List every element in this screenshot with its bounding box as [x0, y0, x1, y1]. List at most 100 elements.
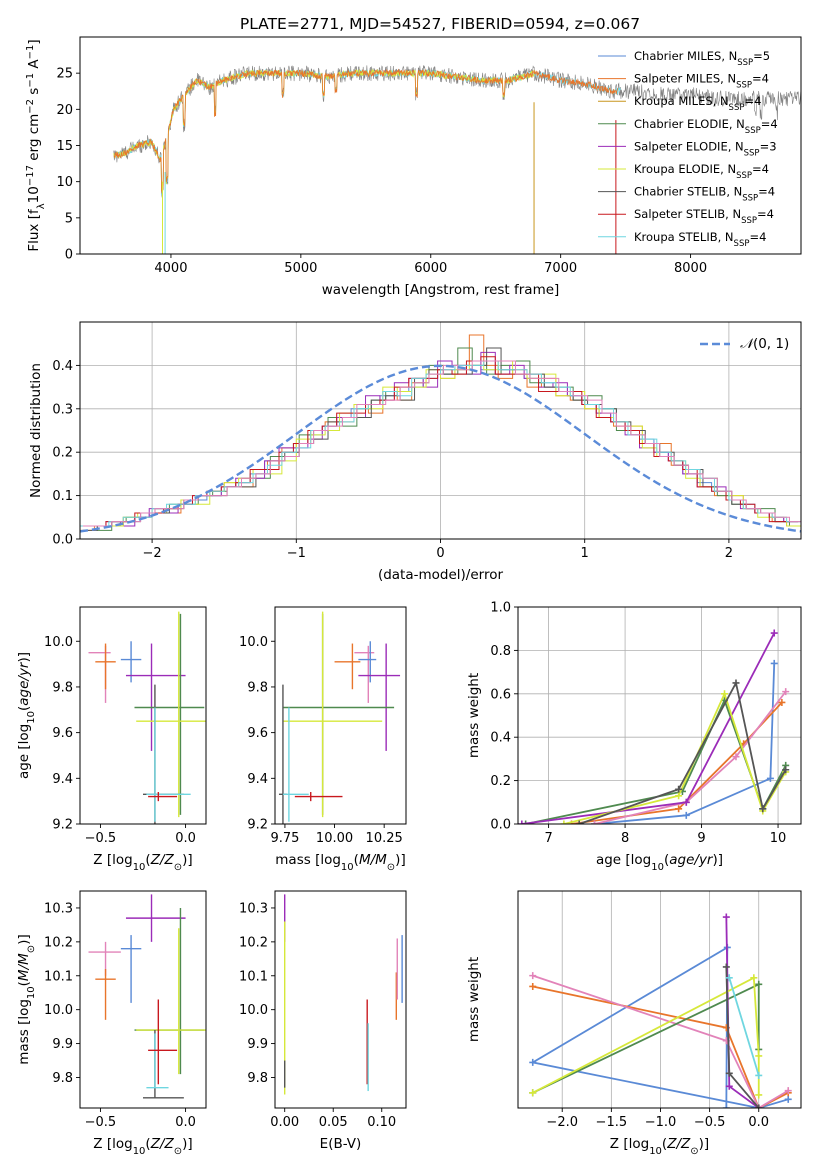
label-part: (	[145, 852, 150, 868]
label-part: )]	[699, 1136, 710, 1152]
weight-marker	[755, 1104, 763, 1108]
x-tick-label: 9.75	[270, 831, 299, 846]
weight-marker	[770, 659, 778, 667]
y-tick-label: 10.1	[239, 969, 268, 984]
chart-weight_vs_Z: −2.0 −1.5 −1.0 −0.5 0.0 Z [log10(Z/Z⊙)] mass w…	[466, 890, 802, 1157]
label-part: (	[16, 981, 32, 986]
weight-marker	[675, 792, 683, 800]
y-axis-label: Normed distribution	[28, 363, 44, 498]
plot-area	[284, 894, 403, 1095]
y-tick-label: 9.4	[247, 772, 268, 787]
x-tick-label: 0.0	[175, 1115, 196, 1130]
legend-entry: Salpeter MILES, NSSP=4	[634, 72, 769, 91]
weight-marker	[522, 820, 530, 824]
label-part: 10	[341, 862, 354, 873]
x-axis-label: wavelength [Angstrom, rest frame]	[322, 282, 560, 298]
y-tick-label: 9.6	[52, 726, 73, 741]
legend-name: Chabrier MILES, N	[634, 49, 737, 63]
axes-frame	[79, 890, 207, 1109]
label-part: ]	[26, 39, 42, 44]
label-part: ⊙	[26, 945, 37, 953]
weight-marker	[722, 1104, 730, 1108]
legend-entry: Kroupa ELODIE, NSSP=4	[634, 162, 769, 181]
label-part: )]	[182, 1136, 193, 1152]
label-part: Z/Z	[150, 1136, 175, 1152]
label-part: )]	[182, 852, 193, 868]
y-tick-label: 10.0	[44, 1003, 73, 1018]
chart-residuals: −2 −1 0 1 2 0.0 0.1 0.2 0.3 0.4 (data-model)/error…	[28, 321, 802, 583]
weight-marker	[770, 629, 778, 637]
label-part: Z [log	[610, 1136, 649, 1152]
label-part: −1	[25, 45, 36, 60]
weight-marker	[518, 820, 526, 824]
label-part: s	[26, 88, 42, 99]
label-part: ⊙	[174, 862, 182, 873]
x-axis-label: Z [log10(Z/Z⊙)]	[610, 1136, 709, 1157]
x-tick-label: 0.0	[175, 831, 196, 846]
plot-area	[113, 65, 801, 254]
legend-name: Kroupa MILES, N	[634, 94, 729, 108]
x-tick-label: 10.00	[316, 831, 353, 846]
y-axis-label: Flux [fλ10−17 erg cm−2 s−1 A−1]	[25, 39, 47, 251]
label-part: (	[16, 706, 32, 711]
y-tick-label: 10.0	[44, 635, 73, 650]
label-part: 10	[133, 862, 146, 873]
x-tick-label: 10.25	[366, 831, 403, 846]
legend-name: Salpeter STELIB, N	[634, 207, 741, 221]
x-tick-label: 8000	[674, 261, 707, 276]
weight-marker	[732, 753, 740, 761]
legend-sub: SSP	[729, 103, 745, 113]
chart-mass_vs_ebv: 0.00 0.05 0.10 9.8 9.9 10.0 10.1 10.2 10.3 E(B-V)	[239, 890, 407, 1152]
chart-age_vs_Z: −0.5 0.09.29.49.69.810.0Z [log10(Z/Z⊙)]ag…	[16, 606, 207, 873]
label-part: Z [log	[93, 1136, 132, 1152]
x-tick-label: 5000	[284, 261, 317, 276]
histogram-series	[82, 347, 801, 531]
x-tick-label: 7000	[544, 261, 577, 276]
label-part: E(B-V)	[320, 1136, 362, 1152]
y-tick-label: 0.3	[52, 402, 73, 417]
legend-sub: SSP	[741, 216, 757, 226]
y-tick-label: 9.9	[247, 1037, 268, 1052]
x-tick-label: 7	[544, 831, 552, 846]
label-part: Z/Z	[666, 1136, 691, 1152]
weight-marker	[782, 766, 790, 774]
legend-entry: Kroupa MILES, NSSP=4	[634, 94, 761, 113]
weight-marker	[759, 805, 767, 813]
y-tick-label: 9.2	[52, 818, 73, 833]
legend-args: (0, 1)	[753, 336, 789, 352]
label-part: ⊙	[174, 1146, 182, 1157]
legend-n: =5	[753, 49, 770, 63]
y-tick-label: 0.0	[52, 533, 73, 548]
weight-marker	[732, 679, 740, 687]
label-part: (	[354, 852, 359, 868]
weight-marker	[529, 1058, 537, 1066]
y-tick-label: 10.3	[44, 901, 73, 916]
figure-title: PLATE=2771, MJD=54527, FIBERID=0594, z=0…	[240, 15, 640, 33]
weight-marker	[755, 1071, 763, 1079]
label-part: )]	[16, 934, 32, 945]
weight-marker	[778, 698, 786, 706]
x-tick-label: 1	[581, 546, 589, 561]
label-part: Flux [f	[26, 208, 42, 252]
weight-marker	[755, 1091, 763, 1099]
weight-marker	[725, 974, 733, 982]
y-tick-label: 15	[56, 139, 73, 154]
y-tick-label: 0.8	[490, 644, 511, 659]
legend-n: =4	[758, 185, 775, 199]
legend-n: =3	[760, 139, 777, 153]
legend-entry: Kroupa STELIB, NSSP=4	[634, 230, 766, 249]
x-tick-label: −0.5	[694, 1115, 726, 1130]
weight-line	[571, 701, 783, 824]
x-tick-label: 9	[697, 831, 705, 846]
weight-marker	[766, 774, 774, 782]
label-part: M/M	[16, 953, 32, 981]
label-part: ⊙	[690, 1146, 698, 1157]
weight-marker	[755, 1052, 763, 1060]
label-part: )]	[713, 852, 724, 868]
weight-line	[532, 974, 789, 1108]
weight-line	[594, 691, 787, 824]
plot-area	[80, 334, 801, 533]
legend-entry: Salpeter STELIB, NSSP=4	[634, 207, 774, 226]
legend-sub: SSP	[745, 126, 761, 136]
x-axis-label: (data-model)/error	[378, 567, 504, 583]
